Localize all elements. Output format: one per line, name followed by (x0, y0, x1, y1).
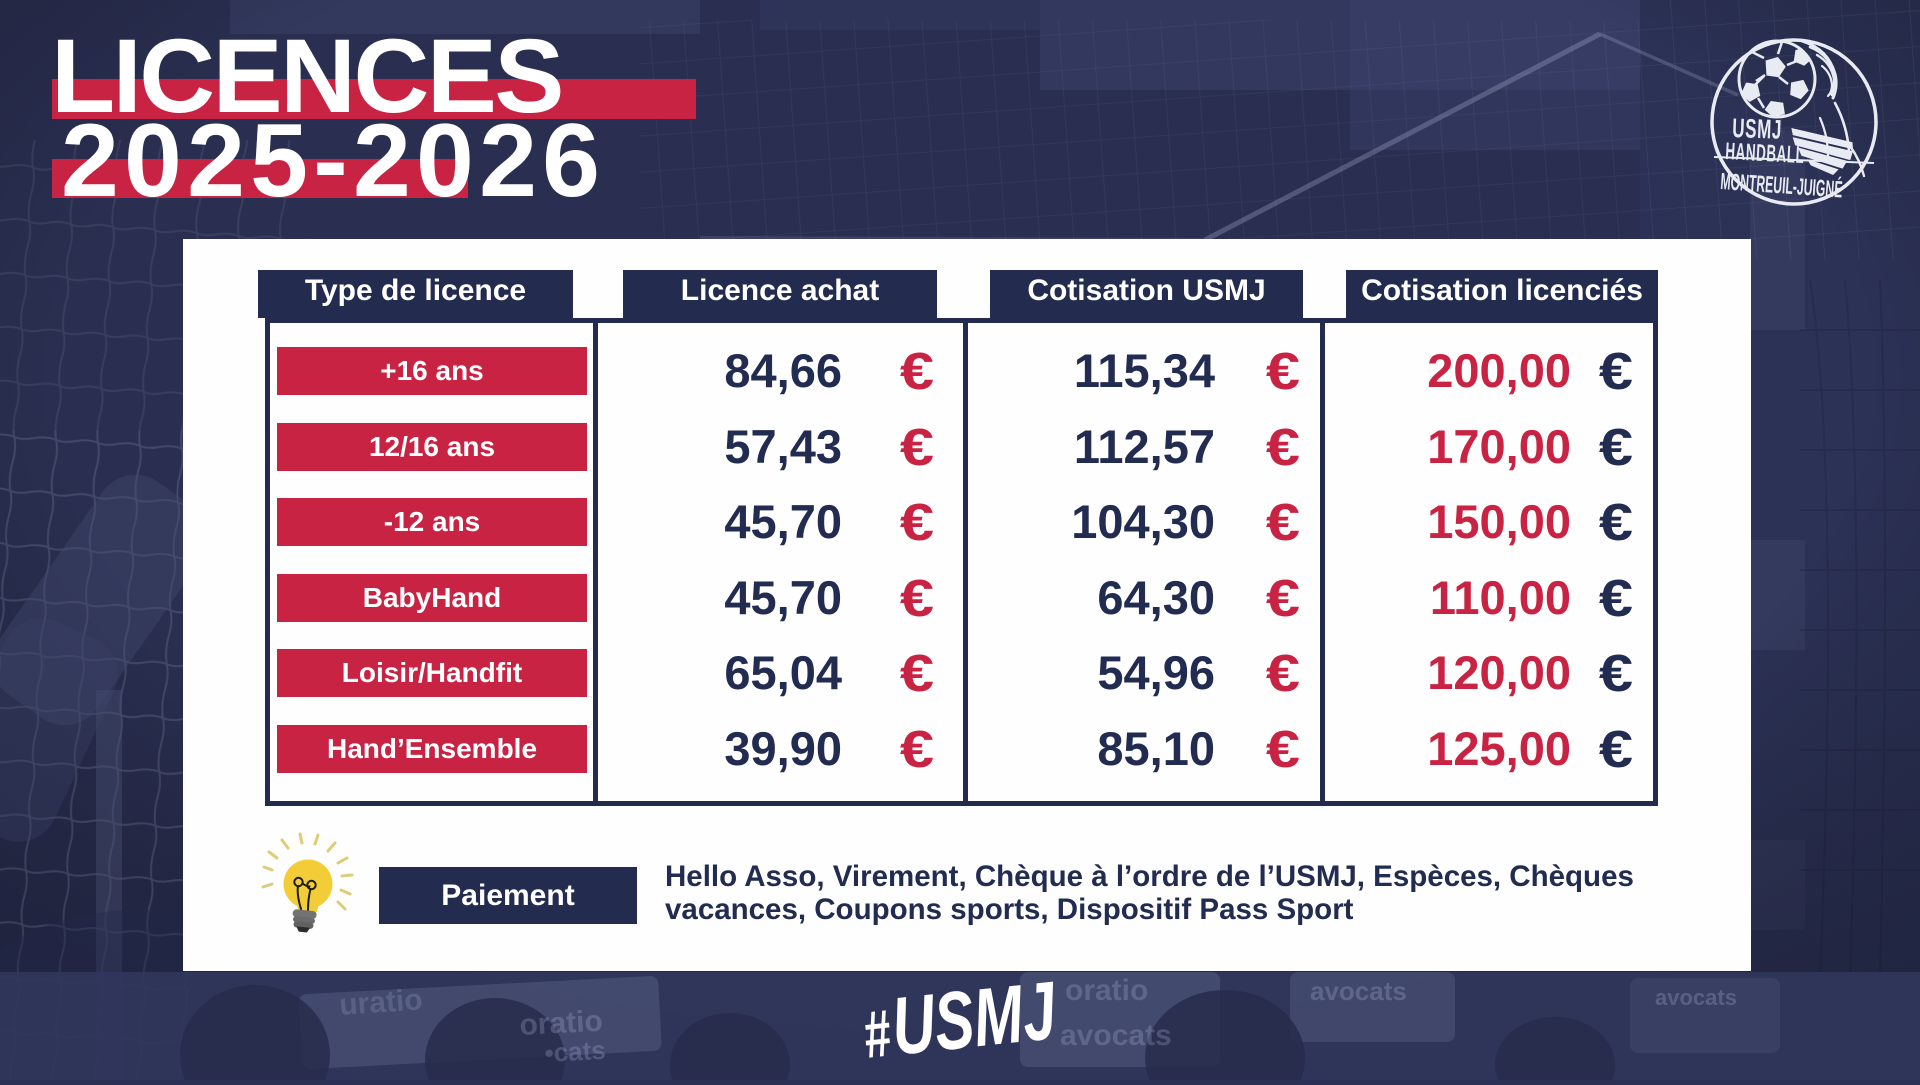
svg-text:USMJ: USMJ (888, 970, 1061, 1070)
svg-text:avocats: avocats (1655, 985, 1737, 1010)
svg-text:•cats: •cats (544, 1035, 607, 1068)
svg-text:uratio: uratio (338, 983, 423, 1022)
svg-text:avocats: avocats (1060, 1019, 1172, 1052)
svg-text:oratio: oratio (1065, 974, 1148, 1007)
svg-text:HANDBALL: HANDBALL (1725, 138, 1805, 169)
svg-text:MONTREUIL-JUIGNÉ: MONTREUIL-JUIGNÉ (1720, 168, 1844, 203)
svg-text:avocats: avocats (1310, 976, 1407, 1006)
svg-text:oratio: oratio (519, 1005, 604, 1042)
svg-text:USMJ: USMJ (1732, 113, 1783, 145)
